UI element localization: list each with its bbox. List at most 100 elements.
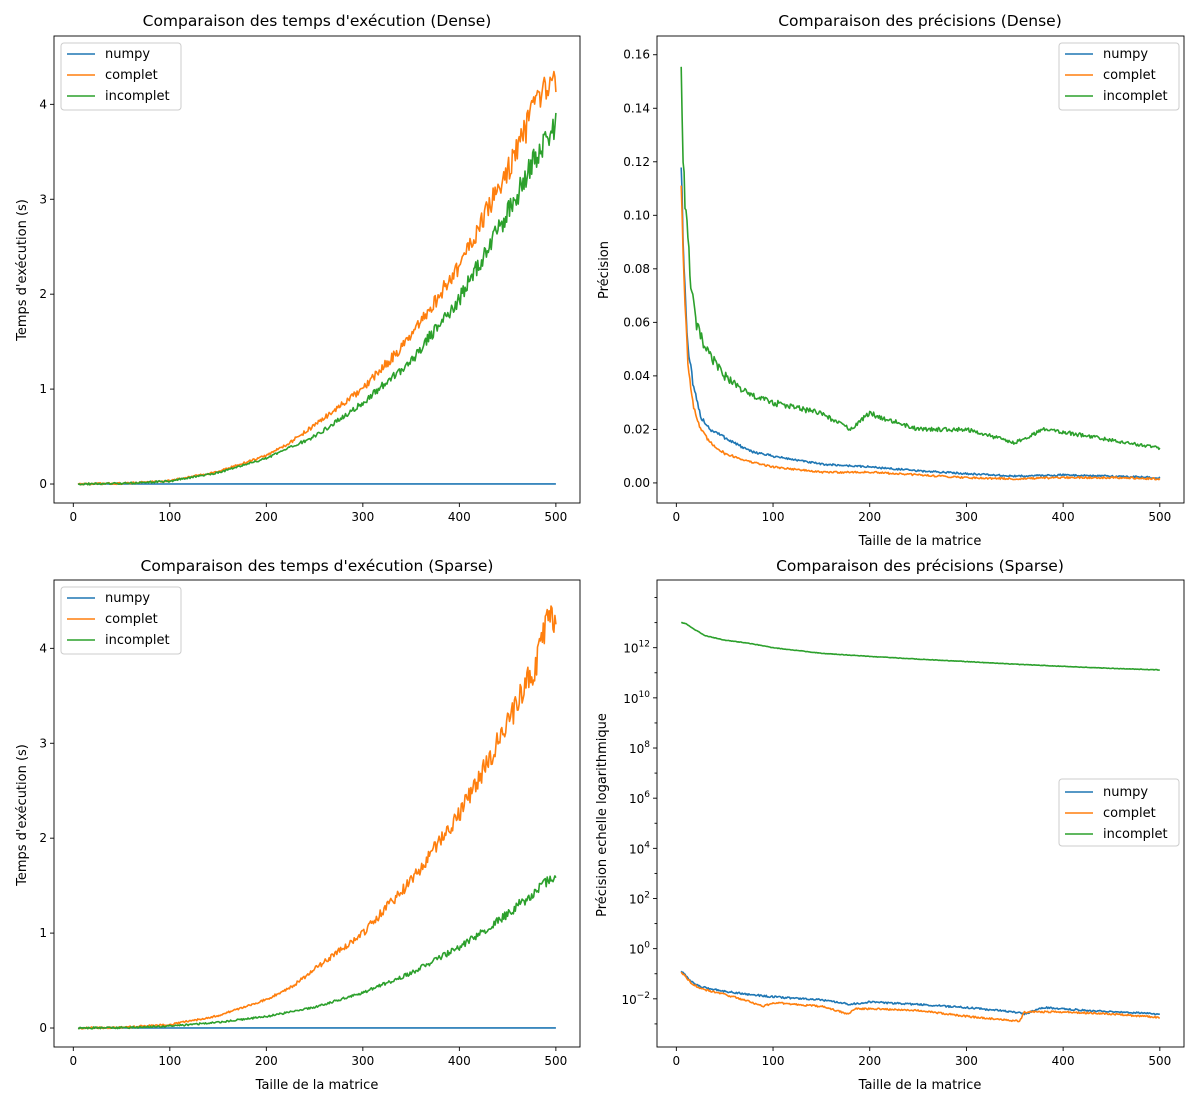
legend: numpy complet incomplet [1058,42,1180,111]
legend: numpy complet incomplet [1058,778,1180,847]
x-tick-label: 100 [158,1054,181,1068]
plot-area [77,70,557,486]
panel-sparse-time: Comparaison des temps d'exécution (Spars… [15,557,581,1093]
plot-area [680,66,1161,481]
x-tick-label: 500 [1148,1054,1171,1068]
panel-title: Comparaison des précisions (Dense) [778,12,1062,30]
axes-frame [656,579,1185,1048]
axes-frame [53,35,581,504]
x-tick-label: 100 [762,510,785,524]
y-tick-label: 0 [39,1021,47,1035]
x-tick-label: 0 [673,1054,681,1068]
y-tick-label: 1012 [623,640,650,656]
series-line-incomplet [680,66,1161,451]
x-tick-label: 500 [544,510,567,524]
panel-title: Comparaison des précisions (Sparse) [776,557,1064,575]
y-tick-label: 0.08 [623,262,650,276]
legend-label-complet: complet [1103,806,1156,821]
x-tick-label: 400 [448,510,471,524]
legend-label-complet: complet [105,68,158,83]
x-tick-label: 200 [255,1054,278,1068]
x-axis-label: Taille de la matrice [255,1078,379,1093]
legend-label-numpy: numpy [1103,785,1148,800]
y-tick-label: 2 [39,831,47,845]
panel-dense-precision: Comparaison des précisions (Dense) Préci… [597,12,1185,549]
y-tick-label: 0.04 [623,369,650,383]
series-line-complet [680,185,1161,481]
y-tick-label: 0.00 [623,476,650,490]
x-tick-label: 0 [673,510,681,524]
y-tick-label: 106 [629,790,650,806]
axes-frame [53,579,581,1048]
legend-label-numpy: numpy [105,591,150,606]
series-line-numpy [680,970,1160,1016]
x-axis-label: Taille de la matrice [858,1078,982,1093]
y-tick-label: 102 [629,891,650,907]
legend-label-numpy: numpy [105,47,150,62]
y-tick-label: 108 [629,740,650,756]
y-tick-label: 0.16 [623,48,650,62]
x-tick-label: 500 [1148,510,1171,524]
y-tick-label: 0 [39,477,47,491]
x-tick-label: 100 [158,510,181,524]
x-tick-label: 200 [858,510,881,524]
x-axis-label: Taille de la matrice [858,534,982,549]
panel-title: Comparaison des temps d'exécution (Dense… [143,12,492,30]
x-tick-label: 400 [1052,1054,1075,1068]
y-tick-label: 3 [39,192,47,206]
legend-label-incomplet: incomplet [1103,89,1168,104]
series-line-incomplet [681,621,1160,671]
legend-label-complet: complet [105,612,158,627]
y-tick-label: 2 [39,287,47,301]
x-tick-label: 500 [544,1054,567,1068]
y-axis-label: Précision echelle logarithmique [595,713,610,917]
legend-label-incomplet: incomplet [105,89,170,104]
y-tick-label: 0.10 [623,208,650,222]
x-tick-label: 400 [1052,510,1075,524]
x-tick-label: 300 [351,510,374,524]
panel-sparse-precision: Comparaison des précisions (Sparse) Préc… [595,557,1185,1093]
y-tick-label: 0.12 [623,155,650,169]
series-line-incomplet [77,875,557,1030]
y-tick-label: 1 [39,382,47,396]
x-tick-label: 400 [448,1054,471,1068]
legend-label-incomplet: incomplet [105,633,170,648]
y-tick-label: 4 [39,641,47,655]
legend-box [60,586,182,655]
y-tick-label: 104 [629,840,650,856]
series-line-incomplet [77,112,557,486]
y-tick-label: 0.06 [623,315,650,329]
legend-box [1058,42,1180,111]
panel-title: Comparaison des temps d'exécution (Spars… [141,557,494,575]
y-tick-label: 0.02 [623,422,650,436]
x-tick-label: 300 [955,1054,978,1068]
y-tick-label: 4 [39,97,47,111]
x-tick-label: 0 [69,1054,77,1068]
y-axis-label: Temps d'exécution (s) [15,199,30,342]
legend-box [60,42,182,111]
y-tick-label: 1010 [623,690,650,706]
legend-label-complet: complet [1103,68,1156,83]
x-tick-label: 0 [69,510,77,524]
axes-frame [656,35,1185,504]
x-tick-label: 300 [351,1054,374,1068]
panel-dense-time: Comparaison des temps d'exécution (Dense… [15,12,581,524]
x-tick-label: 200 [255,510,278,524]
x-tick-label: 100 [762,1054,785,1068]
legend-label-numpy: numpy [1103,47,1148,62]
y-tick-label: 10−2 [621,991,650,1007]
series-line-complet [680,971,1160,1023]
plot-area [77,605,557,1030]
x-tick-label: 200 [858,1054,881,1068]
y-tick-label: 0.14 [623,101,650,115]
legend-box [1058,778,1180,847]
series-line-numpy [680,167,1161,480]
plot-area [680,621,1160,1023]
y-tick-label: 100 [629,941,650,957]
y-axis-label: Temps d'exécution (s) [15,744,30,887]
y-axis-label: Précision [597,241,612,299]
y-tick-label: 1 [39,926,47,940]
x-tick-label: 300 [955,510,978,524]
